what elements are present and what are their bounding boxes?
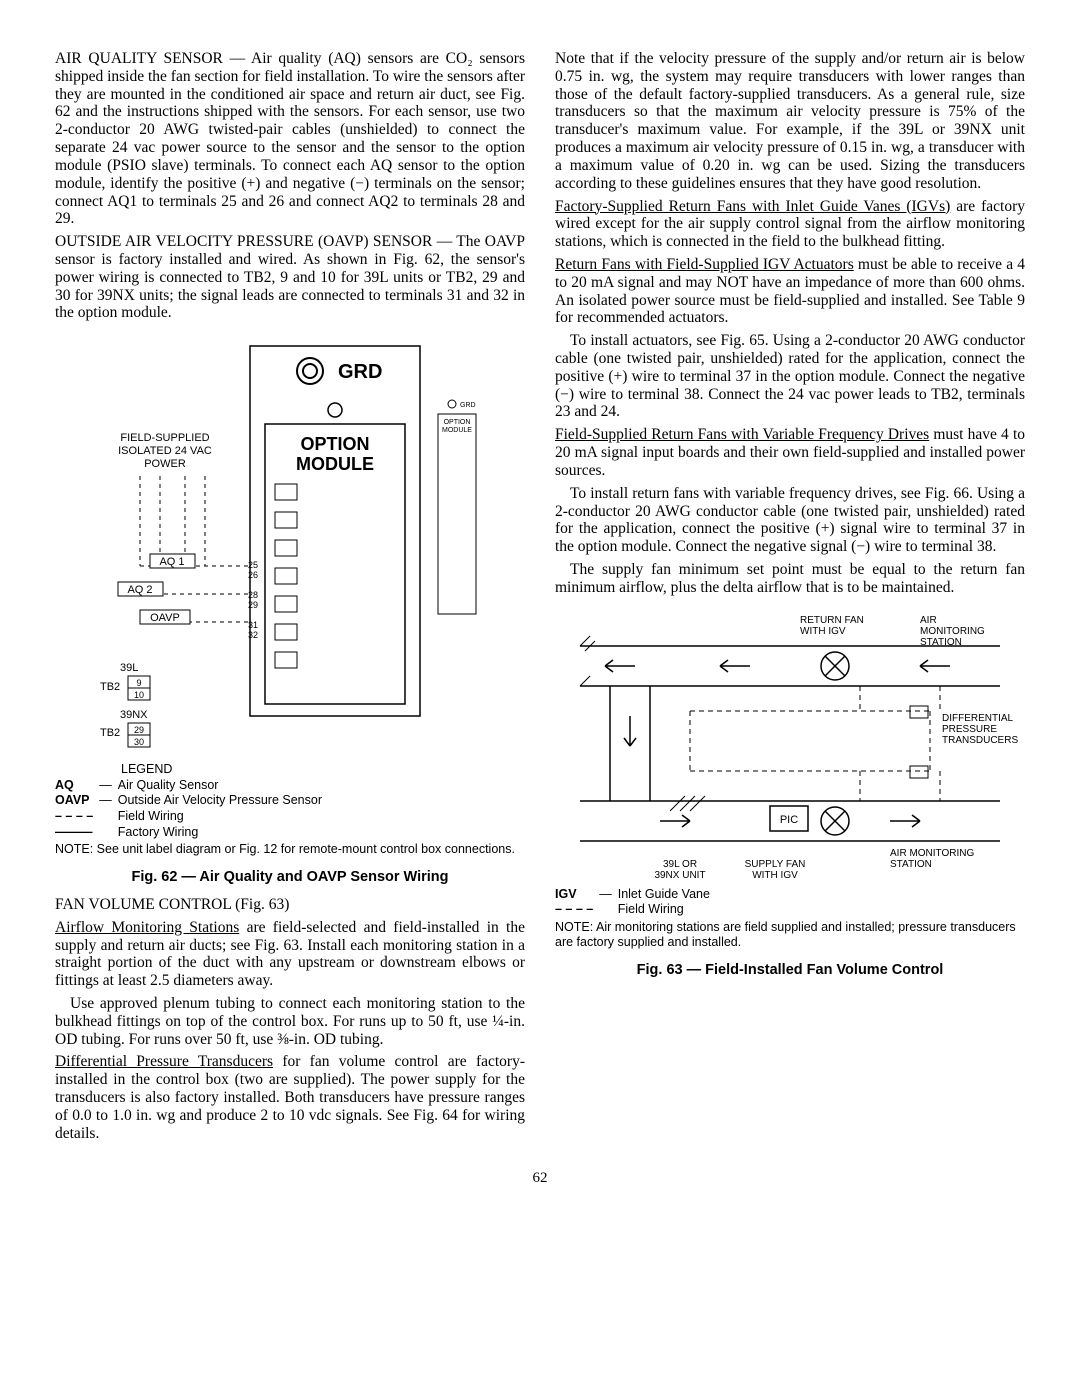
svg-text:OPTION: OPTION xyxy=(300,434,369,454)
svg-text:31: 31 xyxy=(248,620,258,630)
svg-text:9: 9 xyxy=(136,678,141,688)
page-number: 62 xyxy=(55,1170,1025,1187)
svg-text:POWER: POWER xyxy=(144,458,186,470)
para-install-vfd: To install return fans with variable fre… xyxy=(555,485,1025,556)
svg-text:WITH IGV: WITH IGV xyxy=(800,626,846,637)
u-airflow: Airflow Monitoring Stations xyxy=(55,919,239,936)
svg-text:AQ 1: AQ 1 xyxy=(159,556,184,568)
svg-text:TB2: TB2 xyxy=(100,727,120,739)
legend-row: OAVP—Outside Air Velocity Pressure Senso… xyxy=(55,793,328,809)
figure-62-diagram: GRD OPTION MODULE FIELD-SUPPLIED xyxy=(55,336,525,756)
legend-row: – – – –Field Wiring xyxy=(555,902,716,918)
svg-text:39NX UNIT: 39NX UNIT xyxy=(654,870,705,881)
svg-text:10: 10 xyxy=(134,690,144,700)
figure-62-legend: LEGEND AQ—Air Quality Sensor OAVP—Outsid… xyxy=(55,762,525,840)
svg-text:TRANSDUCERS: TRANSDUCERS xyxy=(942,735,1018,746)
right-column: Note that if the velocity pressure of th… xyxy=(555,50,1025,1148)
para-setpoint: The supply fan minimum set point must be… xyxy=(555,561,1025,597)
svg-text:39NX: 39NX xyxy=(120,709,148,721)
svg-text:30: 30 xyxy=(134,737,144,747)
svg-text:29: 29 xyxy=(134,725,144,735)
legend-row: – – – –Field Wiring xyxy=(55,809,328,825)
left-column: AIR QUALITY SENSOR — Air quality (AQ) se… xyxy=(55,50,525,1148)
svg-text:RETURN FAN: RETURN FAN xyxy=(800,615,864,626)
u-vfd: Field-Supplied Return Fans with Variable… xyxy=(555,426,929,443)
svg-text:GRD: GRD xyxy=(460,402,476,409)
para-field-igv-actuators: Return Fans with Field-Supplied IGV Actu… xyxy=(555,256,1025,327)
head-aq: AIR QUALITY SENSOR — xyxy=(55,50,245,67)
svg-text:AIR MONITORING: AIR MONITORING xyxy=(890,848,974,859)
svg-text:28: 28 xyxy=(248,590,258,600)
svg-text:MONITORING: MONITORING xyxy=(920,626,985,637)
para-plenum-tubing: Use approved plenum tubing to connect ea… xyxy=(55,995,525,1048)
svg-text:STATION: STATION xyxy=(890,859,932,870)
legend-title: LEGEND xyxy=(121,762,525,778)
figure-62-caption: Fig. 62 — Air Quality and OAVP Sensor Wi… xyxy=(55,869,525,886)
svg-text:PIC: PIC xyxy=(780,814,798,826)
svg-text:PRESSURE: PRESSURE xyxy=(942,724,997,735)
svg-text:29: 29 xyxy=(248,600,258,610)
svg-text:25: 25 xyxy=(248,560,258,570)
figure-63-note: NOTE: Air monitoring stations are field … xyxy=(555,920,1025,950)
svg-text:MODULE: MODULE xyxy=(296,454,374,474)
svg-text:26: 26 xyxy=(248,570,258,580)
legend-row: AQ—Air Quality Sensor xyxy=(55,778,328,794)
body-aq: Air quality (AQ) sensors are CO₂ sensors… xyxy=(55,50,525,227)
para-airflow-stations: Airflow Monitoring Stations are field-se… xyxy=(55,919,525,990)
svg-text:WITH IGV: WITH IGV xyxy=(752,870,798,881)
svg-text:MODULE: MODULE xyxy=(442,427,472,434)
svg-text:32: 32 xyxy=(248,630,258,640)
u-diff-press: Differential Pressure Transducers xyxy=(55,1053,273,1070)
u-factory-igv: Factory-Supplied Return Fans with Inlet … xyxy=(555,198,950,215)
para-oavp-sensor: OUTSIDE AIR VELOCITY PRESSURE (OAVP) SEN… xyxy=(55,233,525,322)
svg-text:DIFFERENTIAL: DIFFERENTIAL xyxy=(942,713,1014,724)
svg-text:FIELD-SUPPLIED: FIELD-SUPPLIED xyxy=(120,432,209,444)
svg-text:39L OR: 39L OR xyxy=(663,859,697,870)
svg-text:SUPPLY FAN: SUPPLY FAN xyxy=(745,859,806,870)
figure-62-note: NOTE: See unit label diagram or Fig. 12 … xyxy=(55,842,525,857)
legend-table: AQ—Air Quality Sensor OAVP—Outside Air V… xyxy=(55,778,328,841)
svg-text:STATION: STATION xyxy=(920,637,962,648)
u-field-igv: Return Fans with Field-Supplied IGV Actu… xyxy=(555,256,854,273)
para-aq-sensor: AIR QUALITY SENSOR — Air quality (AQ) se… xyxy=(55,50,525,228)
svg-text:39L: 39L xyxy=(120,662,138,674)
svg-text:OAVP: OAVP xyxy=(150,612,180,624)
svg-text:ISOLATED 24 VAC: ISOLATED 24 VAC xyxy=(118,445,212,457)
legend-row: ———Factory Wiring xyxy=(55,825,328,841)
legend-row: IGV—Inlet Guide Vane xyxy=(555,887,716,903)
figure-63-legend: IGV—Inlet Guide Vane – – – –Field Wiring xyxy=(555,887,1025,918)
para-diff-press: Differential Pressure Transducers for fa… xyxy=(55,1053,525,1142)
head-oavp: OUTSIDE AIR VELOCITY PRESSURE (OAVP) SEN… xyxy=(55,233,452,250)
svg-text:OPTION: OPTION xyxy=(444,419,471,426)
para-vfd-return: Field-Supplied Return Fans with Variable… xyxy=(555,426,1025,479)
svg-text:AQ 2: AQ 2 xyxy=(127,584,152,596)
legend-table-63: IGV—Inlet Guide Vane – – – –Field Wiring xyxy=(555,887,716,918)
head-fan-volume: FAN VOLUME CONTROL (Fig. 63) xyxy=(55,896,525,914)
para-factory-return-igv: Factory-Supplied Return Fans with Inlet … xyxy=(555,198,1025,251)
svg-text:AIR: AIR xyxy=(920,615,937,626)
para-install-actuators: To install actuators, see Fig. 65. Using… xyxy=(555,332,1025,421)
svg-text:TB2: TB2 xyxy=(100,681,120,693)
svg-text:GRD: GRD xyxy=(338,361,382,383)
figure-63-caption: Fig. 63 — Field-Installed Fan Volume Con… xyxy=(555,962,1025,979)
para-velocity-note: Note that if the velocity pressure of th… xyxy=(555,50,1025,193)
figure-63-diagram: PIC RETURN FAN WITH IGV A xyxy=(555,611,1025,881)
two-column-layout: AIR QUALITY SENSOR — Air quality (AQ) se… xyxy=(55,50,1025,1148)
